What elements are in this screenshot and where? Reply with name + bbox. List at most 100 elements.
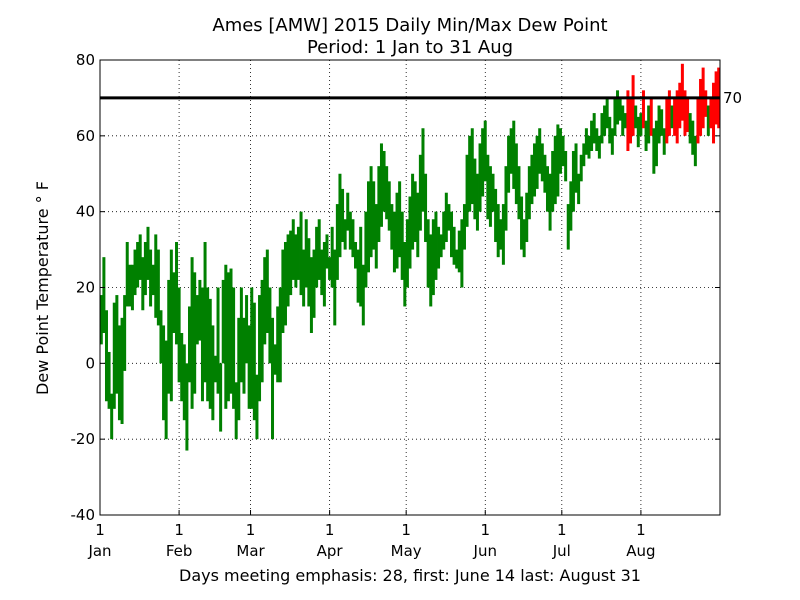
day-range-bar xyxy=(291,219,295,280)
day-range-bar xyxy=(286,234,290,307)
day-range-bar xyxy=(258,295,262,402)
day-range-bar xyxy=(276,306,280,383)
day-range-bar xyxy=(577,173,581,205)
day-range-bar xyxy=(709,97,713,129)
day-range-bar xyxy=(364,211,368,288)
day-range-bar xyxy=(678,82,682,129)
day-range-bar xyxy=(561,135,565,167)
day-range-bar xyxy=(302,249,306,307)
day-range-bar xyxy=(514,143,518,205)
day-range-bar xyxy=(354,242,358,269)
day-range-bar xyxy=(307,238,311,307)
grid-lines xyxy=(100,60,720,515)
x-tick-day-label: 1 xyxy=(95,521,105,539)
day-range-bar xyxy=(613,97,617,136)
x-tick-month-label: Feb xyxy=(166,542,193,560)
day-range-bar xyxy=(239,287,243,383)
day-range-bar xyxy=(304,219,308,288)
day-range-bar xyxy=(338,173,342,258)
x-tick-month-label: Apr xyxy=(317,542,344,560)
day-range-bar xyxy=(377,166,381,242)
day-range-bar xyxy=(595,128,599,151)
day-range-bar xyxy=(442,211,446,250)
day-range-bar xyxy=(172,272,176,333)
day-range-bar xyxy=(185,363,189,451)
day-range-bar xyxy=(226,272,230,402)
day-range-bar xyxy=(255,374,259,440)
day-range-bar xyxy=(660,109,664,136)
day-range-bar xyxy=(652,128,656,174)
x-tick-month-label: Jun xyxy=(473,542,497,560)
day-range-bar xyxy=(333,249,337,326)
day-range-bar xyxy=(180,333,184,402)
day-range-bar xyxy=(520,196,524,250)
day-range-bar xyxy=(673,97,677,136)
day-range-bar xyxy=(631,75,635,136)
day-range-bar xyxy=(626,90,630,151)
day-range-bar xyxy=(535,135,539,189)
day-range-bar xyxy=(434,211,438,280)
day-range-bar xyxy=(665,97,669,144)
day-range-bar xyxy=(574,143,578,193)
day-range-bar xyxy=(299,211,303,296)
day-range-bar xyxy=(426,219,430,288)
y-tick-labels: -40 -20 0 20 40 60 80 xyxy=(71,51,720,524)
day-range-bar xyxy=(252,302,256,421)
day-range-bar xyxy=(216,287,220,394)
day-range-bar xyxy=(618,97,622,121)
day-range-bar xyxy=(481,128,485,197)
day-range-bar xyxy=(538,128,542,174)
day-range-bar xyxy=(348,211,352,250)
day-range-bar xyxy=(670,105,674,129)
day-range-bar xyxy=(169,249,173,402)
day-range-bar xyxy=(219,363,223,432)
day-range-bar xyxy=(359,226,363,307)
day-range-bar xyxy=(154,234,158,318)
day-range-bar xyxy=(229,268,233,394)
day-range-bar xyxy=(654,120,658,167)
day-range-bar xyxy=(634,105,638,129)
day-range-bar xyxy=(657,105,661,144)
day-range-bar xyxy=(569,181,573,231)
day-range-bar xyxy=(499,219,503,250)
data-bars xyxy=(99,63,721,451)
day-range-bar xyxy=(403,242,407,307)
day-range-bar xyxy=(504,166,508,231)
day-range-bar xyxy=(128,264,132,307)
day-range-bar xyxy=(322,242,326,307)
x-tick-day-label: 1 xyxy=(246,521,256,539)
x-tick-day-label: 1 xyxy=(480,521,490,539)
day-range-bar xyxy=(548,173,552,231)
day-range-bar xyxy=(421,128,425,212)
day-range-bar xyxy=(647,105,651,144)
day-range-bar xyxy=(512,120,516,189)
day-range-bar xyxy=(686,97,690,133)
day-range-bar xyxy=(200,287,204,402)
day-range-bar xyxy=(400,211,404,280)
day-range-bar xyxy=(232,287,236,409)
day-range-bar xyxy=(379,143,383,227)
day-range-bar xyxy=(408,196,412,269)
day-range-bar xyxy=(416,192,420,258)
day-range-bar xyxy=(237,317,241,421)
day-range-bar xyxy=(110,393,114,440)
day-range-bar xyxy=(123,295,127,371)
day-range-bar xyxy=(366,181,370,273)
x-tick-day-label: 1 xyxy=(636,521,646,539)
day-range-bar xyxy=(395,192,399,269)
day-range-bar xyxy=(667,90,671,136)
day-range-bar xyxy=(457,230,461,273)
day-range-bar xyxy=(610,128,614,155)
day-range-bar xyxy=(387,181,391,231)
day-range-bar xyxy=(167,279,171,394)
day-range-bar xyxy=(211,325,215,421)
day-range-bar xyxy=(164,340,168,440)
day-range-bar xyxy=(193,272,197,394)
day-range-bar xyxy=(455,249,459,269)
day-range-bar xyxy=(330,226,334,288)
day-range-bar xyxy=(501,204,505,265)
day-range-bar xyxy=(522,219,526,258)
x-tick-day-label: 1 xyxy=(174,521,184,539)
day-range-bar xyxy=(527,166,531,220)
day-range-bar xyxy=(146,226,150,280)
